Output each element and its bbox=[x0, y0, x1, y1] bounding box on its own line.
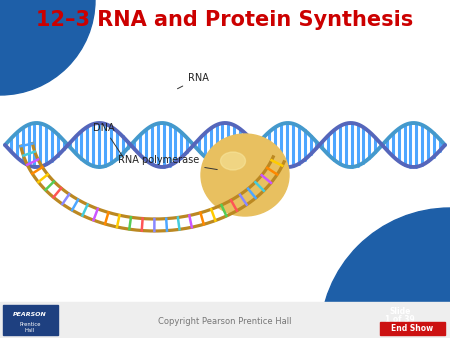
Text: 12–3 RNA and Protein Synthesis: 12–3 RNA and Protein Synthesis bbox=[36, 10, 414, 30]
Text: Slide: Slide bbox=[389, 308, 411, 316]
Bar bbox=[380, 322, 445, 335]
Text: Copyright Pearson Prentice Hall: Copyright Pearson Prentice Hall bbox=[158, 317, 292, 327]
Bar bbox=[3, 305, 58, 335]
Wedge shape bbox=[320, 208, 450, 338]
Text: PEARSON: PEARSON bbox=[13, 312, 47, 316]
Text: Prentice: Prentice bbox=[19, 322, 41, 328]
Text: DNA: DNA bbox=[93, 123, 123, 158]
Ellipse shape bbox=[220, 152, 246, 170]
Text: Hall: Hall bbox=[25, 329, 35, 334]
Wedge shape bbox=[0, 0, 95, 95]
Bar bbox=[0, 302, 450, 338]
Text: End Show: End Show bbox=[391, 324, 433, 333]
Text: RNA polymerase: RNA polymerase bbox=[118, 155, 217, 170]
Ellipse shape bbox=[201, 134, 289, 216]
Text: RNA: RNA bbox=[177, 73, 209, 89]
Text: 1 of 39: 1 of 39 bbox=[385, 314, 415, 323]
